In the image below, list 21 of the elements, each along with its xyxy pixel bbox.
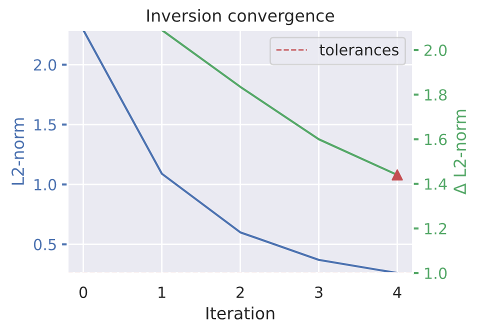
x-axis-title: Iteration	[206, 306, 274, 320]
y-tick-label: 1.0	[34, 178, 56, 190]
y2-tick-label: 1.4	[425, 178, 447, 190]
y2-tick-label: 2.0	[424, 44, 447, 56]
legend-label: tolerances	[320, 44, 398, 56]
x-tick-label: 0	[79, 286, 88, 298]
y2-tick-label: 1.2	[425, 222, 446, 234]
y-tick-label: 1.5	[34, 119, 56, 131]
x-tick-label: 1	[158, 286, 166, 298]
y2-tick-label: 1.0	[425, 268, 447, 280]
y2-tick-label: 1.8	[425, 89, 447, 101]
chart-title: Inversion convergence	[147, 8, 334, 26]
y2-axis-title: Δ L2-norm	[454, 110, 466, 194]
x-tick-label: 4	[393, 286, 402, 298]
x-tick-label: 2	[236, 286, 244, 298]
y-axis-title: L2-norm	[12, 118, 24, 185]
y2-tick-label: 1.6	[425, 134, 447, 146]
y-tick-label: 0.5	[34, 238, 56, 250]
y-tick-label: 2.0	[34, 59, 56, 71]
x-tick-label: 3	[315, 286, 322, 298]
line-series	[82, 30, 398, 274]
